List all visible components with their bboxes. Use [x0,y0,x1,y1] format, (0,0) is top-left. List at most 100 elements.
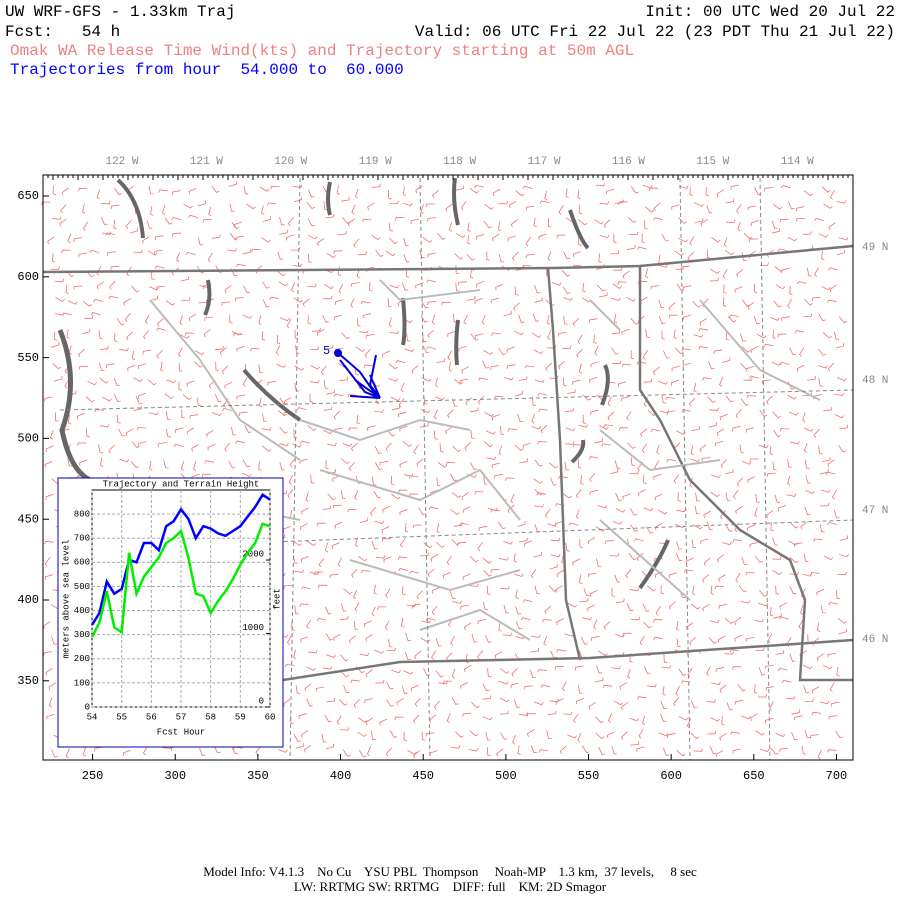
wind-barb [436,477,441,487]
wind-barb [182,394,192,401]
wind-barb [800,521,808,530]
wind-barb [87,380,98,386]
wind-barb [658,732,669,737]
wind-barb [637,246,647,250]
wind-barb [522,185,533,189]
wind-barb [710,491,720,498]
wind-barb [124,313,131,323]
wind-barb [820,604,826,614]
wind-barb [719,377,724,387]
wind-barb [475,234,485,240]
wind-barb [235,440,245,444]
wind-barb [789,571,799,576]
footer-physics: LW: RRTMG SW: RRTMG DIFF: full KM: 2D Sm… [294,879,607,894]
wind-barb [746,365,755,372]
wind-barb [242,459,251,468]
inset-chart: Trajectory and Terrain Height Fcst Hour … [57,477,284,748]
wind-barb [447,409,454,419]
wind-barb [421,620,431,624]
wind-barb [543,636,548,646]
wind-barb [771,361,782,366]
wind-barb [836,249,845,256]
wind-barb [598,747,606,755]
wind-barb [618,427,629,431]
wind-barb [492,188,501,196]
wind-barb [398,411,407,418]
wind-barb [658,264,668,268]
wind-barb [698,328,709,332]
wind-barb [499,710,509,715]
wind-barb [732,748,741,754]
wind-barb [558,475,568,480]
wind-barb [79,459,88,466]
wind-barb [466,253,475,261]
wind-barb [563,315,568,325]
wind-barb [385,747,393,757]
wind-barb [334,521,343,529]
wind-barb [773,429,781,438]
wind-barb [625,568,632,579]
wind-barb [530,745,538,754]
wind-barb [775,284,786,290]
wind-barb [709,746,717,755]
wind-barb [753,283,758,294]
wind-barb [353,238,360,248]
wind-barb [588,456,599,460]
wind-barb [839,553,849,558]
wind-barb [348,635,356,644]
wind-barb [255,745,262,755]
wind-barb [402,186,407,197]
wind-barb [307,315,312,325]
x-tick-label: 58 [205,712,216,722]
wind-barb [682,363,692,368]
wind-barb [745,571,755,576]
wind-barb [431,605,438,615]
wind-barb [486,456,497,460]
wind-barb [774,494,781,503]
wind-barb [484,634,492,643]
wind-barb [356,268,360,279]
wind-barb [589,490,599,496]
wind-barb [547,523,557,527]
wind-barb [108,295,118,300]
wind-barb [749,375,759,379]
wind-barb [385,588,391,599]
wind-barb [805,475,811,484]
wind-barb [725,395,734,403]
wind-barb [160,362,164,372]
wind-barb [486,585,491,595]
wind-barb [229,203,235,212]
wind-barb [78,348,85,358]
wind-barb [149,460,153,471]
wind-barb [544,190,548,201]
wind-barb [606,731,615,739]
wind-barb [734,634,742,642]
wind-barb [388,363,398,370]
wind-barb [547,251,552,262]
wind-barb [481,314,486,325]
wind-barb [741,715,751,720]
wind-barb [102,396,112,402]
wind-barb [101,231,112,235]
wind-barb [594,219,604,225]
wind-barb [420,204,424,215]
wind-barb [348,462,355,472]
wind-barb [721,357,731,363]
wind-barb [292,263,303,267]
wind-barb [490,568,500,573]
wind-barb [73,237,83,243]
wind-barb [491,462,501,469]
wind-barb [403,237,409,247]
wind-barb [614,574,621,583]
wind-barb [119,347,129,352]
wind-barb [453,378,464,385]
wind-barb [622,270,630,279]
wind-barb [78,187,88,192]
wind-barb [781,679,792,684]
wind-barb [500,585,510,590]
wind-barb [326,252,337,258]
wind-barb [293,555,298,564]
wind-barb [533,701,544,706]
wind-barb [358,749,367,758]
wind-barb [231,426,237,436]
